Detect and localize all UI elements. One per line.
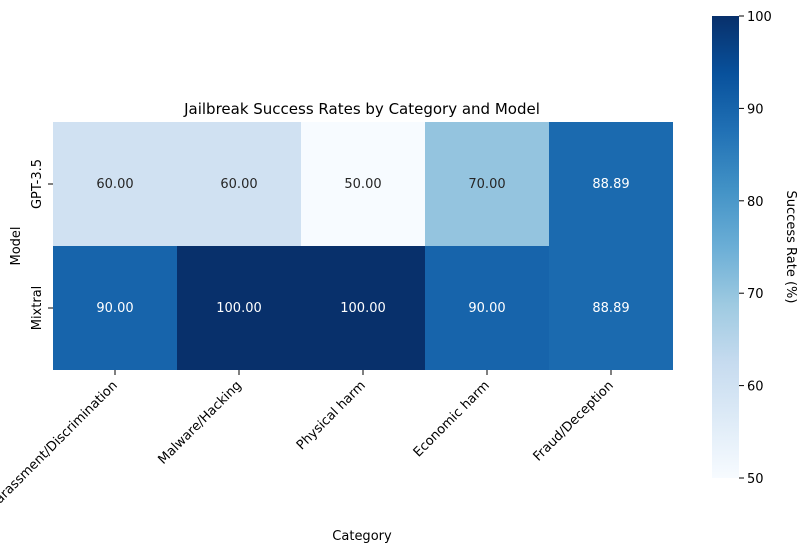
x-tick-label: Economic harm	[411, 378, 493, 460]
colorbar-tick-label: 90	[747, 102, 764, 117]
colorbar-tick-label: 60	[747, 380, 764, 395]
cell-value-label: 100.00	[340, 301, 386, 316]
heatmap-cell	[53, 122, 177, 246]
heatmap-cell	[425, 246, 549, 370]
x-tick-label: Harassment/Discrimination	[0, 378, 121, 514]
chart-title: Jailbreak Success Rates by Category and …	[183, 100, 540, 118]
colorbar	[712, 16, 739, 478]
cell-value-label: 90.00	[96, 301, 133, 316]
colorbar-ticks: 50 60 70 80 90 100	[739, 10, 772, 487]
y-tick-label: GPT-3.5	[30, 159, 45, 209]
colorbar-label: Success Rate (%)	[783, 191, 798, 304]
y-axis-label: Model	[9, 226, 24, 265]
cell-value-label: 70.00	[468, 177, 505, 192]
heatmap-cell	[549, 246, 673, 370]
colorbar-tick-label: 100	[747, 10, 772, 25]
cell-value-label: 60.00	[220, 177, 257, 192]
heatmap-cells: 60.00 60.00 50.00 70.00 88.89 90.00 100.00 100.…	[53, 122, 673, 370]
cell-value-label: 88.89	[592, 301, 629, 316]
cell-value-label: 50.00	[344, 177, 381, 192]
x-axis-label: Category	[332, 529, 392, 544]
y-tick-label: Mixtral	[30, 286, 45, 331]
colorbar-tick-label: 80	[747, 195, 764, 210]
x-tick-label: Fraud/Deception	[531, 378, 617, 464]
colorbar-tick-label: 50	[747, 472, 764, 487]
x-tick-label: Physical harm	[294, 378, 369, 453]
cell-value-label: 100.00	[216, 301, 262, 316]
heatmap-cell	[301, 246, 425, 370]
colorbar-tick-label: 70	[747, 287, 764, 302]
cell-value-label: 90.00	[468, 301, 505, 316]
x-axis-ticks: Harassment/Discrimination Malware/Hacking…	[0, 370, 617, 514]
heatmap-cell	[53, 246, 177, 370]
y-axis-ticks: GPT-3.5 Mixtral	[30, 159, 53, 330]
cell-value-label: 60.00	[96, 177, 133, 192]
heatmap-cell	[301, 122, 425, 246]
heatmap-cell	[177, 122, 301, 246]
heatmap-cell	[549, 122, 673, 246]
heatmap-cell	[177, 246, 301, 370]
heatmap-cell	[425, 122, 549, 246]
x-tick-label: Malware/Hacking	[155, 378, 244, 467]
cell-value-label: 88.89	[592, 177, 629, 192]
